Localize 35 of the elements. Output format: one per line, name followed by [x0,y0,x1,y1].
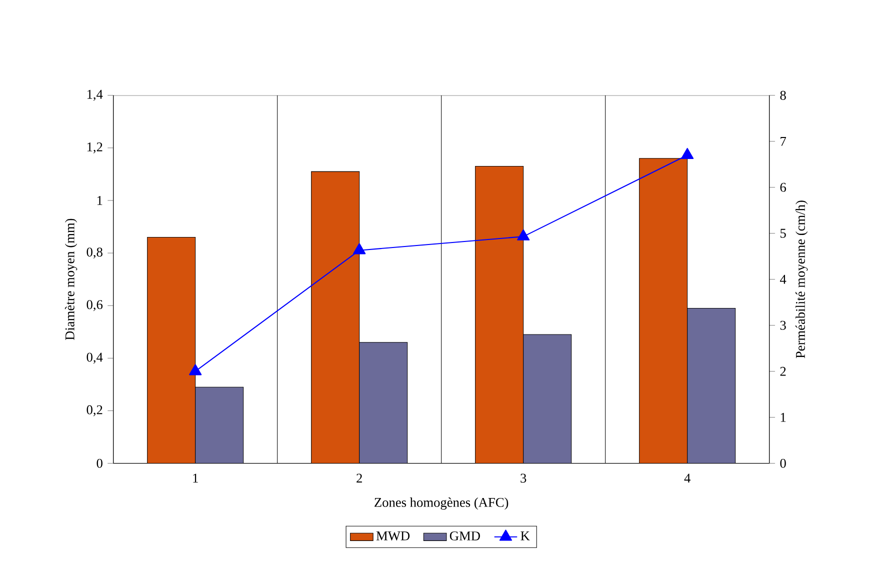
y-tick-label: 0,8 [86,248,102,258]
y2-tick-label: 8 [780,90,786,100]
point [189,364,202,376]
y-tick-label: 0 [96,458,102,468]
point [517,229,530,240]
y-axis-title: Diamètre moyen (mm) [64,218,78,340]
y2-tick-label: 4 [780,274,786,284]
y2-tick-label: 7 [780,136,786,146]
bar [147,237,196,464]
y2-tick-label: 6 [780,182,786,192]
y-tick-label: 0,4 [86,352,103,364]
x-tick-label: 1 [193,474,198,483]
bar [311,172,360,464]
y-tick-label: 0,2 [86,405,102,416]
y2-tick-label: 1 [780,412,786,422]
y-tick-label: 1,2 [87,142,102,154]
x-tick-label: 2 [356,474,362,483]
bar [639,158,688,464]
point [681,148,694,160]
y2-axis-title: Perméabilité moyenne (cm/h) [796,200,808,358]
legend-label: GMD [450,531,480,540]
y2-tick-label: 5 [780,228,786,238]
legend-label: K [520,532,530,540]
y-tick-label: 0,6 [86,300,103,312]
y-tick-label: 1,4 [87,90,103,101]
y2-tick-label: 0 [780,458,786,468]
point [353,243,366,254]
x-tick-label: 4 [684,474,690,482]
x-tick-label: 3 [520,474,526,483]
y2-tick-label: 2 [780,366,786,376]
y-tick-label: 1 [97,196,102,205]
x-axis-title: Zones homogènes (AFC) [374,498,508,510]
y2-tick-label: 3 [780,320,786,330]
bar [475,166,524,464]
legend-label: MWD [376,532,410,540]
